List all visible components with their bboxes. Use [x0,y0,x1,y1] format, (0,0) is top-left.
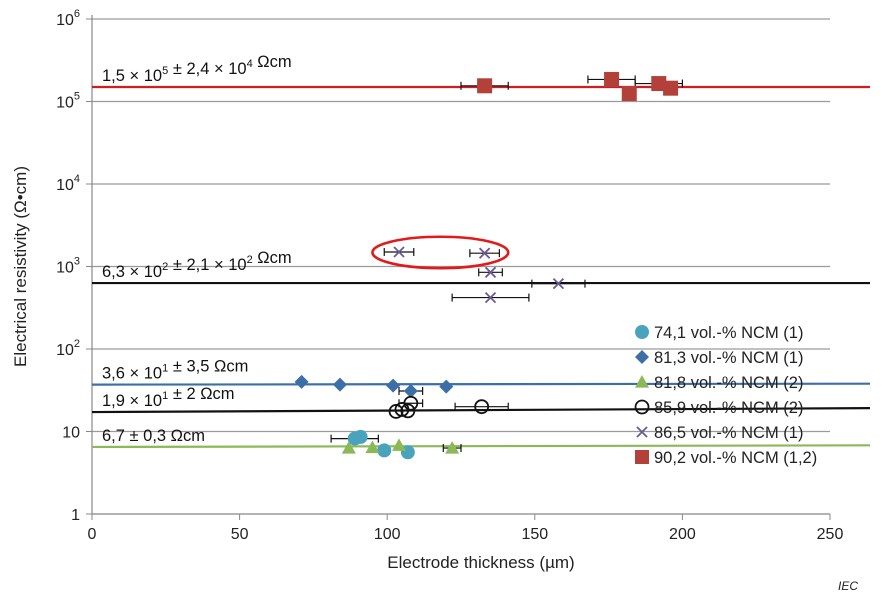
fit-line [91,407,871,414]
legend-entry-label: 81,8 vol.-% NCM (2) [654,374,803,392]
axes: 1 10 102 103 104 105 106 0 50 100 150 200 250 [56,8,843,543]
x-tick-label: 0 [88,526,97,543]
error-bars [330,75,684,453]
fit-line-label: 3,6 × 101 ± 3,5 Ωcm [102,358,248,383]
data-point [294,374,309,389]
data-point [478,247,491,259]
data-point [377,443,392,458]
fit-line [91,382,871,386]
data-points [294,71,679,460]
data-point [400,403,416,419]
data-point [365,440,380,454]
data-point [439,379,454,394]
y-tick-label: 1 [71,507,80,524]
fit-line-label: 6,7 ± 0,3 Ωcm [102,427,205,445]
data-point [393,246,405,258]
legend-marker [635,450,649,464]
data-point [651,76,667,92]
legend-marker [635,375,649,388]
y-tick-label: 105 [56,91,80,112]
iec-watermark: IEC [838,579,858,593]
data-point [341,441,356,454]
legend-entry-label: 86,5 vol.-% NCM (1) [654,424,803,442]
x-tick-label: 100 [374,526,401,543]
x-axis-label: Electrode thickness (µm) [387,553,574,572]
y-tick-label: 103 [56,256,80,277]
data-point [392,438,407,451]
legend-marker [635,350,649,364]
data-point [353,429,368,444]
fit-line-label: 6,3 × 102 ± 2,1 × 102 Ωcm [102,249,292,281]
data-point [552,277,565,290]
legend-entry-label: 81,3 vol.-% NCM (1) [654,349,803,367]
legend-marker [634,399,650,415]
y-tick-label: 10 [62,425,80,442]
data-point [484,266,497,278]
fit-line [91,444,871,449]
data-point [403,395,419,411]
data-point [477,78,493,94]
y-axis-label: Electrical resistivity (Ω•cm) [11,166,30,367]
data-point [445,441,460,454]
data-point [621,86,637,102]
legend-marker [635,325,649,339]
legend-entry-label: 85,9 vol.-% NCM (2) [654,399,803,417]
x-tick-label: 250 [817,526,844,543]
highlight-ellipse [371,235,510,270]
legend-marker [636,426,648,438]
data-point [604,71,620,87]
y-tick-label: 104 [56,173,80,194]
data-point [403,383,418,398]
legend-entry-label: 90,2 vol.-% NCM (1,2) [654,449,817,467]
data-point [474,399,490,415]
x-tick-label: 200 [669,526,696,543]
annotations [371,235,510,270]
fit-lines: 1,5 × 105 ± 2,4 × 104 Ωcm 6,3 × 102 ± 2,1… [91,53,871,449]
legend: 74,1 vol.-% NCM (1) 81,3 vol.-% NCM (1) 81… [634,324,817,467]
x-tick-label: 150 [521,526,548,543]
y-tick-label: 106 [56,8,80,29]
x-tick-label: 50 [231,526,249,543]
data-point [386,378,401,393]
legend-entry-label: 74,1 vol.-% NCM (1) [654,324,803,342]
fit-line-label: 1,5 × 105 ± 2,4 × 104 Ωcm [102,53,292,85]
data-point [332,377,347,392]
data-point [388,404,404,419]
y-tick-label: 102 [56,338,80,359]
data-point [484,291,497,304]
data-point [663,80,679,96]
fit-line-label: 1,9 × 101 ± 2 Ωcm [102,385,235,410]
